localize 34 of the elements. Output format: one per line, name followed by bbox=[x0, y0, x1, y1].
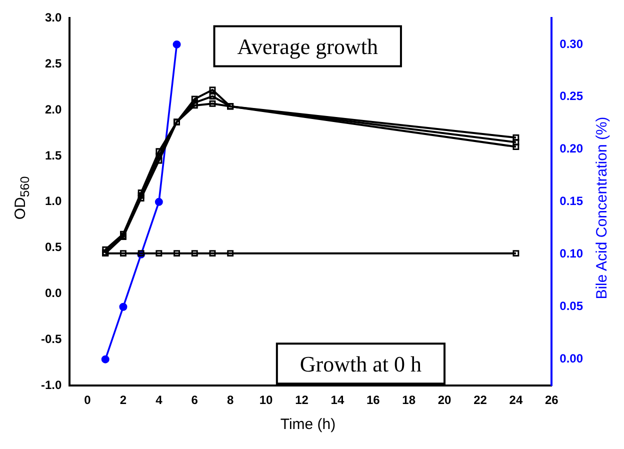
y2-tick-label: 0.05 bbox=[560, 299, 584, 314]
y-tick-label: 1.0 bbox=[44, 194, 62, 208]
x-tick-label: 2 bbox=[120, 393, 127, 408]
y2-tick-label: 0.30 bbox=[560, 36, 584, 51]
y-tick-label: 0.5 bbox=[44, 240, 62, 254]
y-tick-label: -0.5 bbox=[40, 332, 62, 346]
y-tick-label: 2.5 bbox=[44, 56, 62, 70]
y2-axis-title: Bile Acid Concentration (%) bbox=[594, 116, 610, 300]
y-tick-label: 2.0 bbox=[44, 102, 62, 116]
x-tick-label: 22 bbox=[474, 393, 488, 408]
y-tick-label: 3.0 bbox=[44, 10, 62, 25]
x-tick-label: 6 bbox=[191, 393, 198, 408]
y2-tick-label: 0.20 bbox=[560, 142, 584, 156]
x-tick-label: 26 bbox=[544, 393, 559, 408]
x-tick-label: 4 bbox=[156, 393, 163, 408]
y2-tick-label: 0.15 bbox=[560, 194, 584, 208]
y2-tick-label: 0.00 bbox=[560, 352, 584, 366]
x-tick-label: 8 bbox=[226, 393, 234, 408]
y-tick-label: 1.5 bbox=[44, 148, 62, 162]
annotation: Growth at 0 h bbox=[300, 351, 422, 376]
x-tick-label: 24 bbox=[509, 393, 523, 408]
y2-tick-label: 0.25 bbox=[560, 89, 584, 104]
y2-tick-label: 0.10 bbox=[560, 246, 584, 261]
x-tick-label: 18 bbox=[402, 393, 416, 408]
y-tick-label: -1.0 bbox=[40, 378, 62, 392]
x-axis-title: Time (h) bbox=[280, 416, 336, 433]
x-tick-label: 20 bbox=[438, 393, 452, 408]
x-tick-label: 10 bbox=[259, 393, 274, 408]
x-tick-label: 16 bbox=[366, 393, 380, 408]
annotation: Average growth bbox=[237, 34, 378, 59]
x-tick-label: 14 bbox=[330, 393, 344, 408]
x-tick-label: 12 bbox=[295, 393, 309, 408]
x-tick-label: 0 bbox=[84, 393, 92, 408]
y-tick-label: 0.0 bbox=[44, 286, 62, 300]
